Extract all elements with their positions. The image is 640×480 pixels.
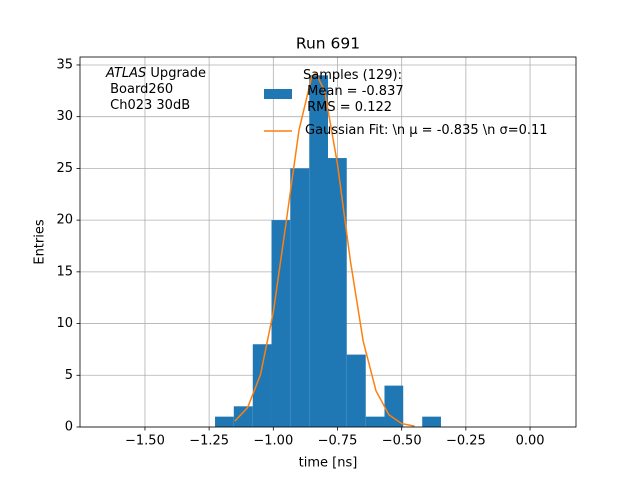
annotation: ATLAS Upgrade Board260 Ch023 30dB (106, 66, 206, 114)
annotation-text: Ch023 30dB (110, 98, 191, 113)
y-axis-label: Entries (33, 219, 48, 265)
y-tick-label: 20 (56, 213, 73, 228)
x-axis-label: time [ns] (299, 456, 358, 471)
y-tick-label: 30 (56, 109, 73, 124)
legend-swatch (264, 89, 292, 99)
legend-label: Gaussian Fit: \n μ = -0.835 \n σ=0.11 (305, 123, 548, 138)
y-tick-label: 35 (56, 57, 73, 72)
bar (365, 416, 385, 427)
bar (328, 158, 347, 427)
annotation-text: Upgrade (150, 66, 207, 81)
chart-title: Run 691 (296, 35, 360, 53)
bar (271, 220, 291, 427)
x-tick-label: −0.75 (318, 434, 358, 449)
y-tick-label: 0 (65, 420, 73, 435)
fit-line (234, 72, 415, 427)
x-tick-label: −1.25 (189, 434, 229, 449)
y-tick-label: 25 (56, 161, 73, 176)
y-tick-label: 5 (65, 368, 73, 383)
y-tick-label: 15 (56, 264, 73, 279)
bar (384, 385, 404, 427)
annotation-text: Board260 (110, 82, 174, 97)
bar (215, 416, 234, 427)
x-tick-label: 0.00 (516, 434, 545, 449)
y-tick-label: 10 (56, 316, 73, 331)
x-tick-label: −1.50 (125, 434, 165, 449)
bar (422, 416, 441, 427)
bar (233, 406, 253, 427)
x-tick-label: −0.50 (382, 434, 422, 449)
plot-frame (79, 56, 577, 428)
bar (290, 168, 310, 427)
legend-label: Samples (129): Mean = -0.837 RMS = 0.122 (303, 68, 404, 115)
x-tick-label: −0.25 (446, 434, 486, 449)
annotation-text: ATLAS (106, 66, 147, 81)
bar (252, 344, 272, 427)
x-tick-label: −1.00 (253, 434, 293, 449)
bar (309, 75, 328, 427)
bar (346, 354, 366, 427)
